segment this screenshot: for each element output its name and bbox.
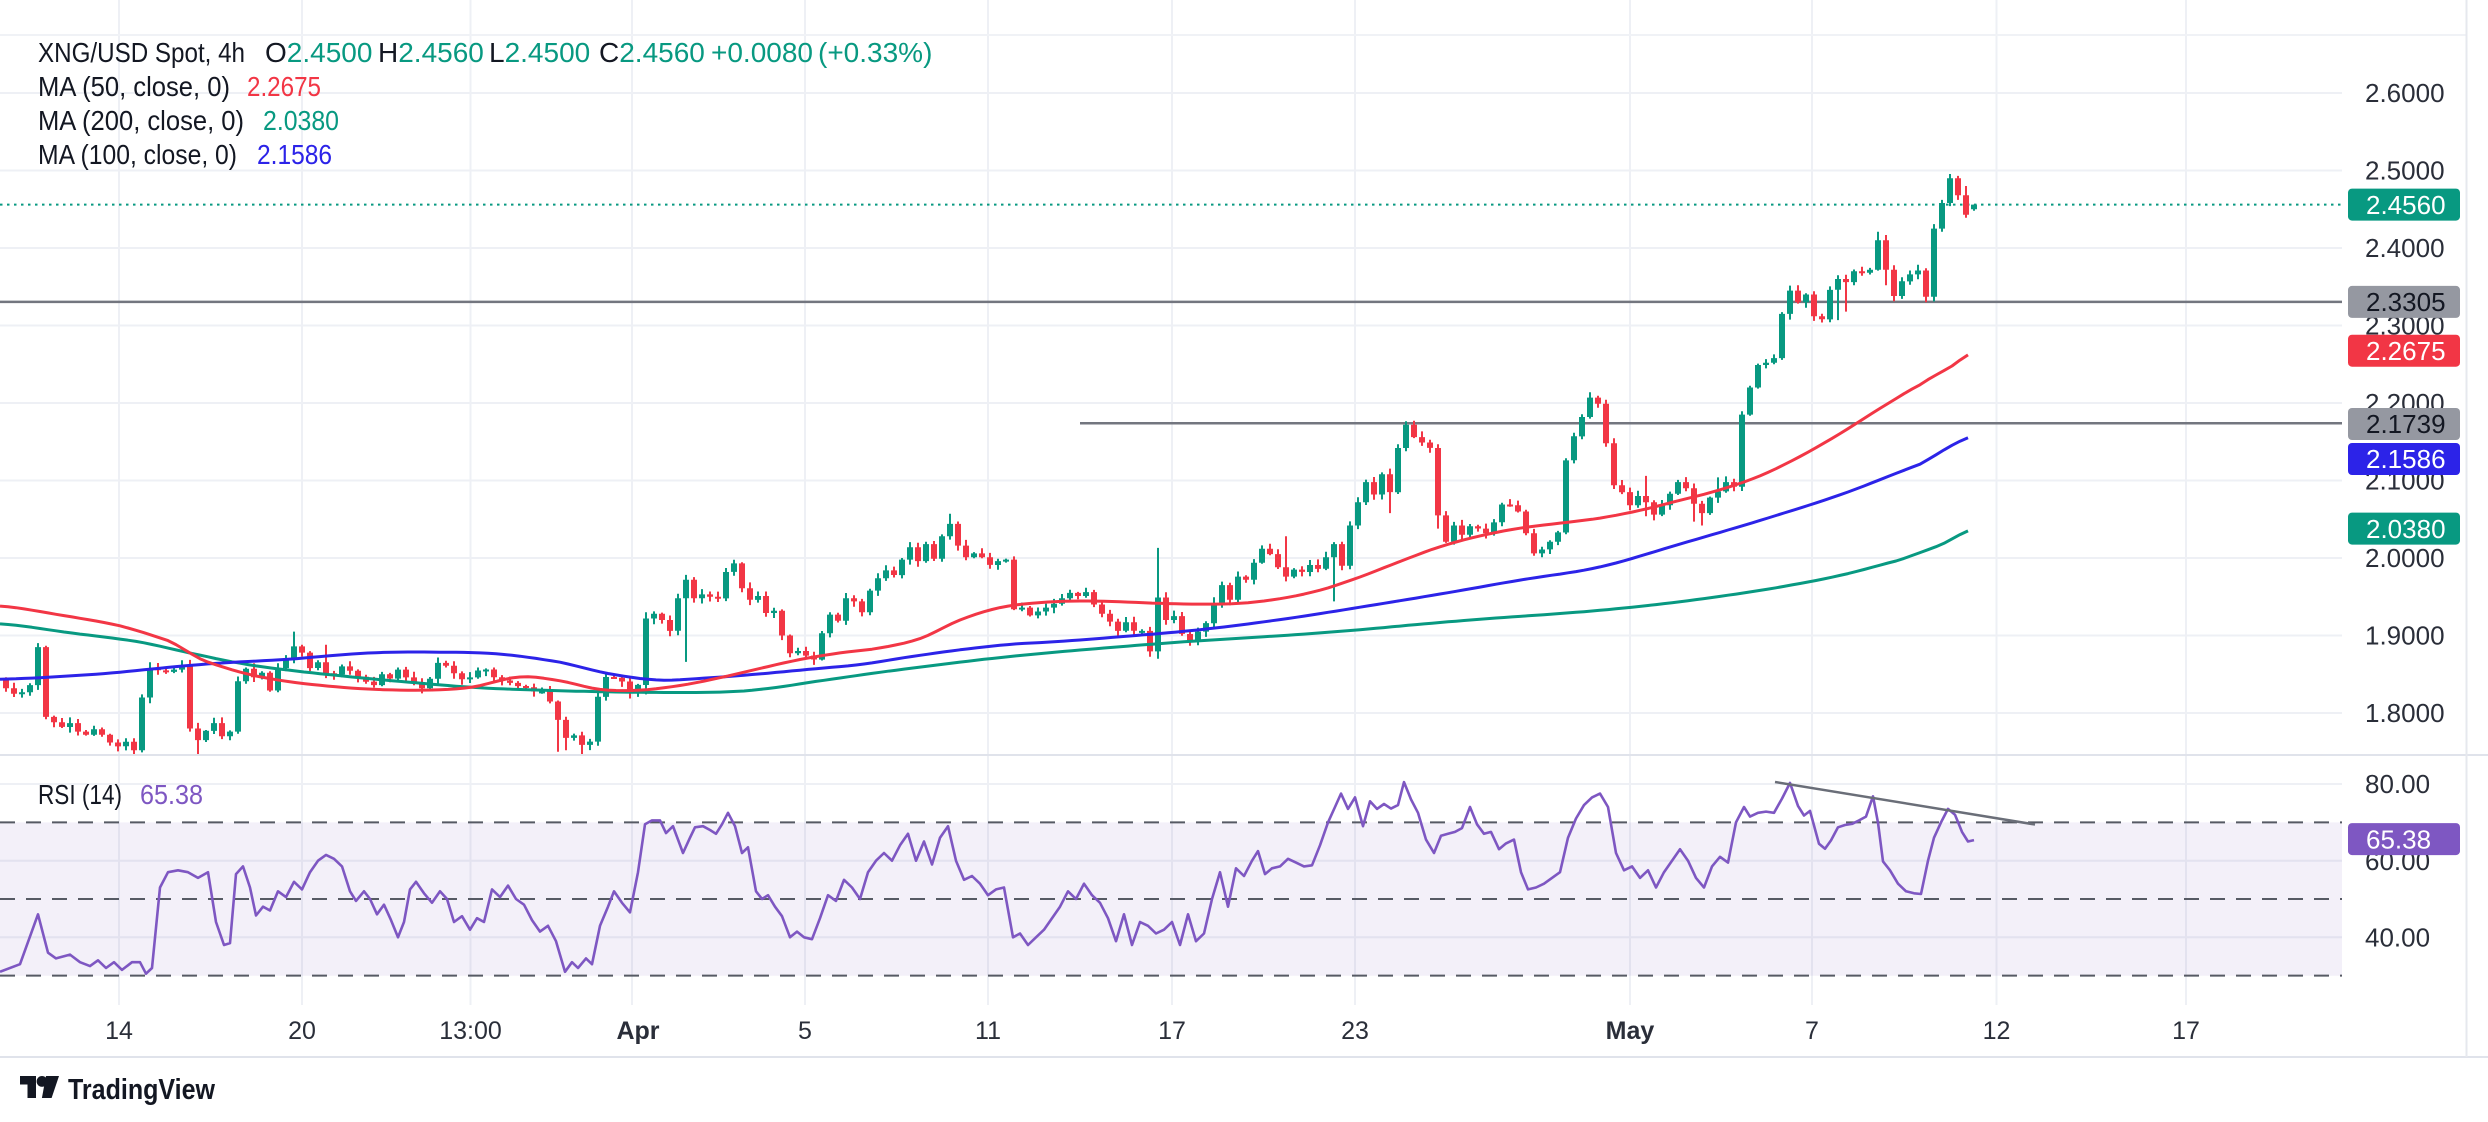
svg-text:2.5000: 2.5000 [2365, 156, 2445, 186]
svg-text:TradingView: TradingView [68, 1074, 215, 1106]
svg-text:14: 14 [105, 1017, 133, 1045]
svg-text:40.00: 40.00 [2365, 923, 2430, 953]
svg-text:65.38: 65.38 [2366, 824, 2431, 854]
svg-text:2.0000: 2.0000 [2365, 543, 2445, 573]
svg-text:20: 20 [288, 1017, 316, 1045]
svg-text:17: 17 [1158, 1017, 1186, 1045]
svg-text:13:00: 13:00 [439, 1017, 502, 1045]
svg-text:2.1586: 2.1586 [2366, 444, 2446, 474]
svg-text:5: 5 [798, 1017, 812, 1045]
svg-text:80.00: 80.00 [2365, 769, 2430, 799]
svg-text:1.8000: 1.8000 [2365, 698, 2445, 728]
svg-text:2.1739: 2.1739 [2366, 409, 2446, 439]
svg-text:2.3305: 2.3305 [2366, 287, 2446, 317]
svg-text:2.6000: 2.6000 [2365, 78, 2445, 108]
svg-text:2.4560: 2.4560 [2366, 190, 2446, 220]
svg-text:23: 23 [1341, 1017, 1369, 1045]
svg-text:Apr: Apr [616, 1017, 659, 1045]
svg-text:RSI (14)65.38: RSI (14) 65.38 [38, 779, 203, 810]
svg-text:2.0380: 2.0380 [2366, 514, 2446, 544]
svg-text:2.4000: 2.4000 [2365, 233, 2445, 263]
svg-text:7: 7 [1805, 1017, 1819, 1045]
svg-text:MA (200, close, 0)2.0380: MA (200, close, 0) 2.0380 [38, 105, 339, 136]
svg-text:2.2675: 2.2675 [2366, 336, 2446, 366]
svg-text:11: 11 [975, 1017, 1001, 1045]
svg-text:May: May [1606, 1017, 1655, 1045]
svg-text:1.9000: 1.9000 [2365, 621, 2445, 651]
svg-text:MA (100, close, 0)2.1586: MA (100, close, 0) 2.1586 [38, 139, 332, 170]
svg-text:12: 12 [1983, 1017, 2011, 1045]
svg-text:17: 17 [2172, 1017, 2200, 1045]
svg-text:MA (50, close, 0)2.2675: MA (50, close, 0) 2.2675 [38, 71, 321, 102]
